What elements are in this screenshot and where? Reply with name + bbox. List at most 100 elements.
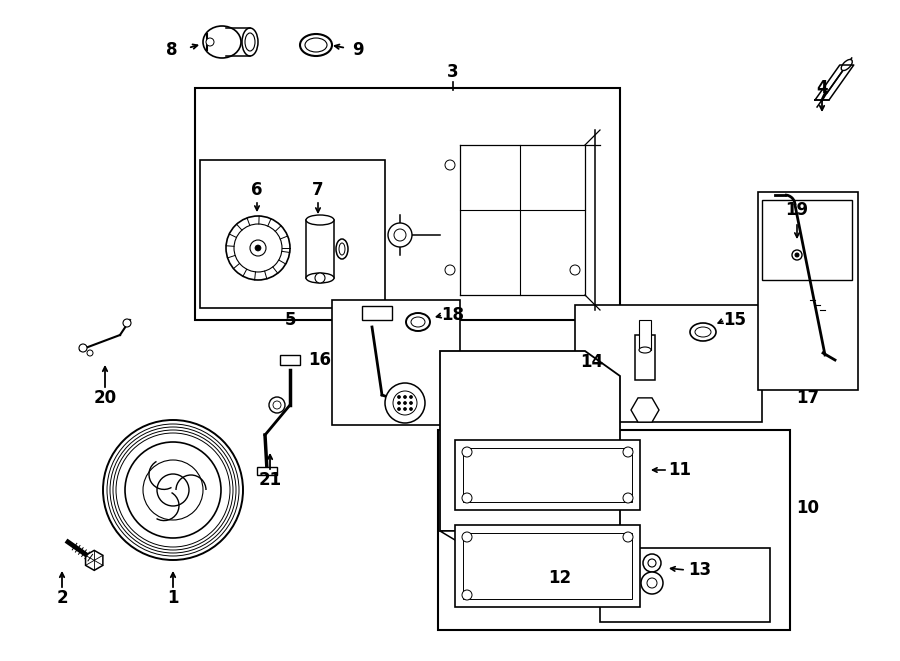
- Text: 16: 16: [309, 351, 331, 369]
- Circle shape: [462, 590, 472, 600]
- Ellipse shape: [639, 347, 651, 353]
- Bar: [762, 200, 852, 280]
- Ellipse shape: [690, 323, 716, 341]
- Circle shape: [445, 265, 455, 275]
- Circle shape: [570, 265, 580, 275]
- Ellipse shape: [406, 313, 430, 331]
- Circle shape: [234, 224, 282, 272]
- Text: 9: 9: [352, 41, 364, 59]
- Circle shape: [623, 447, 633, 457]
- Bar: [463, 448, 632, 502]
- Polygon shape: [440, 531, 620, 546]
- Text: 1: 1: [167, 589, 179, 607]
- Circle shape: [410, 401, 412, 405]
- Bar: [575, 305, 762, 422]
- Polygon shape: [631, 398, 659, 422]
- Bar: [455, 440, 640, 510]
- Circle shape: [87, 350, 93, 356]
- Circle shape: [398, 401, 400, 405]
- Circle shape: [206, 38, 214, 46]
- Text: 3: 3: [447, 63, 459, 81]
- Circle shape: [269, 397, 285, 413]
- Circle shape: [462, 532, 472, 542]
- Circle shape: [647, 578, 657, 588]
- Circle shape: [795, 253, 799, 257]
- Polygon shape: [86, 551, 103, 570]
- Ellipse shape: [306, 273, 334, 283]
- Text: 19: 19: [786, 201, 808, 219]
- Bar: [455, 525, 640, 607]
- Circle shape: [315, 273, 325, 283]
- Ellipse shape: [203, 26, 241, 58]
- Polygon shape: [815, 65, 854, 100]
- Text: 11: 11: [669, 461, 691, 479]
- Text: 8: 8: [166, 41, 178, 59]
- Circle shape: [462, 493, 472, 503]
- Circle shape: [393, 391, 417, 415]
- Bar: [257, 467, 277, 475]
- Bar: [635, 335, 655, 380]
- Circle shape: [125, 442, 221, 538]
- Text: 4: 4: [816, 79, 828, 97]
- Ellipse shape: [411, 317, 425, 327]
- Circle shape: [643, 554, 661, 572]
- Circle shape: [394, 229, 406, 241]
- Circle shape: [462, 447, 472, 457]
- Circle shape: [445, 160, 455, 170]
- Circle shape: [79, 344, 87, 352]
- Circle shape: [623, 532, 633, 542]
- Circle shape: [273, 401, 281, 409]
- Circle shape: [157, 474, 189, 506]
- Circle shape: [226, 216, 290, 280]
- Bar: [195, 88, 620, 320]
- Ellipse shape: [242, 28, 258, 56]
- Bar: [280, 355, 300, 365]
- Text: 13: 13: [688, 561, 712, 579]
- Ellipse shape: [245, 33, 255, 51]
- Text: 5: 5: [284, 311, 296, 329]
- Circle shape: [410, 395, 412, 399]
- Circle shape: [403, 395, 407, 399]
- Ellipse shape: [695, 327, 711, 337]
- Circle shape: [398, 395, 400, 399]
- Ellipse shape: [336, 239, 348, 259]
- Bar: [639, 320, 651, 350]
- Text: 6: 6: [251, 181, 263, 199]
- Text: 18: 18: [442, 306, 464, 324]
- Bar: [463, 533, 632, 599]
- Text: 7: 7: [312, 181, 324, 199]
- Bar: [758, 192, 858, 390]
- Circle shape: [648, 559, 656, 567]
- Text: 10: 10: [796, 499, 820, 517]
- Ellipse shape: [306, 215, 334, 225]
- Text: 17: 17: [796, 389, 820, 407]
- Text: 21: 21: [258, 471, 282, 489]
- Text: 20: 20: [94, 389, 117, 407]
- Bar: [438, 430, 790, 630]
- Bar: [600, 548, 770, 622]
- Circle shape: [403, 407, 407, 410]
- Circle shape: [388, 223, 412, 247]
- Circle shape: [255, 245, 261, 251]
- Ellipse shape: [339, 243, 345, 255]
- Circle shape: [398, 407, 400, 410]
- Bar: [200, 160, 385, 308]
- Circle shape: [641, 572, 663, 594]
- Circle shape: [410, 407, 412, 410]
- Circle shape: [123, 319, 131, 327]
- Circle shape: [623, 493, 633, 503]
- Polygon shape: [440, 351, 620, 546]
- Bar: [332, 300, 460, 425]
- Circle shape: [403, 401, 407, 405]
- Text: 2: 2: [56, 589, 68, 607]
- Text: 12: 12: [548, 569, 572, 587]
- Bar: [306, 220, 334, 278]
- Text: 14: 14: [580, 353, 604, 371]
- Circle shape: [250, 240, 266, 256]
- Circle shape: [792, 250, 802, 260]
- Text: 15: 15: [724, 311, 746, 329]
- Bar: [362, 306, 392, 320]
- Ellipse shape: [842, 59, 852, 71]
- Ellipse shape: [305, 38, 327, 52]
- Circle shape: [385, 383, 425, 423]
